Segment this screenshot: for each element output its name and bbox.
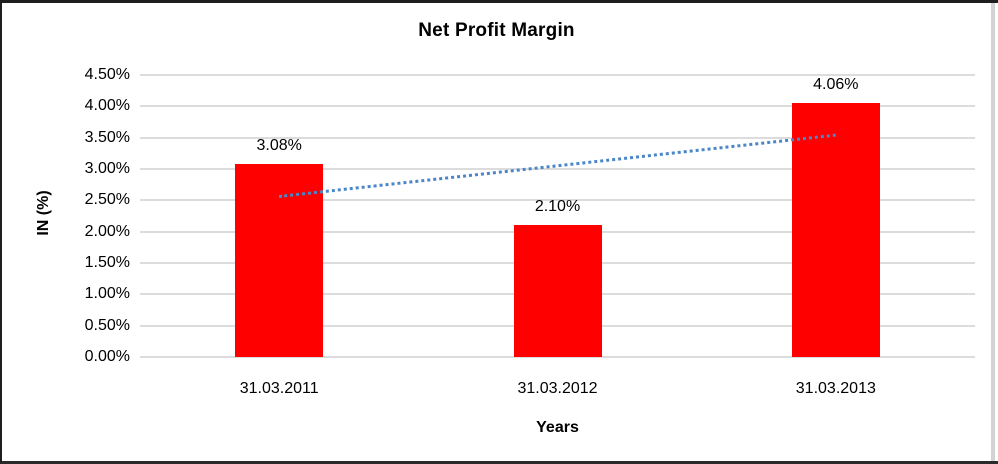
x-axis-title: Years [536,419,579,436]
bar [791,102,880,357]
y-tick-label: 4.00% [84,97,130,115]
gridline [140,168,975,170]
y-tick-label: 3.50% [84,128,130,146]
bar [513,225,602,357]
y-tick-label: 3.00% [84,160,130,177]
y-tick-label: 1.50% [84,254,130,271]
x-category-label: 31.03.2013 [795,380,876,397]
y-tick-label: 2.50% [84,191,130,209]
y-tick-label: 4.50% [84,66,130,83]
gridline [140,74,975,76]
gridline [140,199,975,202]
y-tick-label: 0.50% [84,316,130,334]
x-category-label: 31.03.2012 [517,380,598,397]
gridline [140,105,975,108]
x-category-label: 31.03.2011 [239,380,319,397]
chart-right-border [991,3,995,461]
y-tick-label: 1.00% [84,285,130,303]
plot-area: 0.00% 0.50% 1.00% 1.50% 2.00% 2.50% 3.00% 3.50%… [2,3,998,461]
gridline [140,356,975,358]
bar-value-label: 2.10% [534,198,581,216]
trendline [279,133,837,198]
gridline [140,136,975,139]
chart-title: Net Profit Margin [418,20,575,41]
bar-value-label: 4.06% [813,75,859,93]
y-tick-label: 2.00% [84,222,130,240]
bar [235,163,324,357]
y-tick-label: 0.00% [84,348,130,365]
bar-value-label: 3.08% [256,136,302,154]
